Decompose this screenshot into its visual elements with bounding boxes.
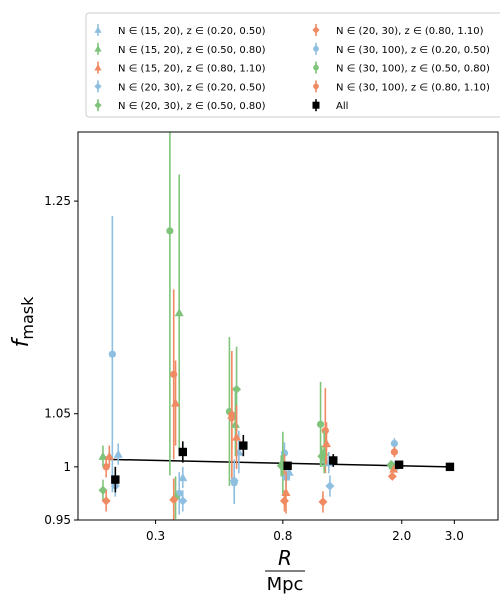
legend-marker xyxy=(313,45,319,52)
data-point xyxy=(98,485,108,495)
series-square-9 xyxy=(111,434,455,493)
y-tick-label: 1.25 xyxy=(44,194,71,208)
data-point xyxy=(232,384,242,394)
legend-marker xyxy=(94,45,102,52)
series-circle-0 xyxy=(108,215,398,515)
legend-item: N ∈ (15, 20), z ∈ (0.80, 1.10) xyxy=(94,61,266,75)
data-point xyxy=(387,471,397,481)
data-point xyxy=(279,496,289,506)
data-point xyxy=(325,481,335,491)
legend-marker xyxy=(313,64,319,71)
data-point xyxy=(104,451,114,460)
legend-item: N ∈ (30, 100), z ∈ (0.20, 0.50) xyxy=(313,42,490,56)
y-axis-label-main: f xyxy=(9,336,34,347)
legend-marker xyxy=(94,64,102,71)
data-point xyxy=(239,441,248,450)
x-tick-label: 2.0 xyxy=(392,529,411,543)
data-point xyxy=(113,449,123,458)
legend-item: All xyxy=(312,99,348,112)
legend-item: N ∈ (20, 30), z ∈ (0.80, 1.10) xyxy=(312,24,484,37)
data-point xyxy=(318,497,328,507)
series-diamond-4 xyxy=(98,346,396,519)
data-point xyxy=(316,420,325,428)
data-point xyxy=(321,438,331,448)
legend-marker xyxy=(312,101,320,109)
legend-item: N ∈ (30, 100), z ∈ (0.80, 1.10) xyxy=(313,80,490,93)
legend-marker xyxy=(94,101,102,109)
legend-marker xyxy=(94,26,102,33)
data-point xyxy=(166,227,174,235)
data-point xyxy=(178,496,188,506)
data-point xyxy=(169,495,179,505)
data-point xyxy=(102,463,110,471)
data-point xyxy=(390,439,398,448)
legend-label: N ∈ (15, 20), z ∈ (0.80, 1.10) xyxy=(118,64,266,75)
data-point xyxy=(283,461,292,470)
data-point xyxy=(171,398,181,407)
legend: N ∈ (15, 20), z ∈ (0.20, 0.50) N ∈ (15, 2… xyxy=(85,12,500,118)
data-point xyxy=(174,308,184,317)
x-tick-label: 3.0 xyxy=(445,529,464,543)
x-axis-label-unit: Mpc xyxy=(267,574,304,595)
series-tri-6 xyxy=(113,430,400,489)
data-point xyxy=(281,487,291,496)
data-point xyxy=(284,467,294,476)
y-axis-label-sub: mask xyxy=(18,296,37,340)
series-diamond-3 xyxy=(110,459,401,512)
plot-frame xyxy=(77,131,499,521)
data-point xyxy=(232,432,242,441)
legend-marker xyxy=(94,82,102,90)
legend-label: N ∈ (30, 100), z ∈ (0.20, 0.50) xyxy=(336,45,490,56)
x-tick-label: 0.3 xyxy=(146,529,165,543)
plot-inner xyxy=(98,132,455,520)
legend-label: N ∈ (15, 20), z ∈ (0.20, 0.50) xyxy=(118,26,266,37)
data-point xyxy=(394,460,404,469)
y-tick-label: 1 xyxy=(63,460,71,474)
data-point xyxy=(227,413,237,423)
legend-label: N ∈ (15, 20), z ∈ (0.50, 0.80) xyxy=(118,45,266,56)
data-point xyxy=(229,476,239,486)
legend-box xyxy=(85,12,500,118)
series-circle-2 xyxy=(102,289,398,479)
data-point xyxy=(321,427,329,435)
x-tick-label: 0.8 xyxy=(273,529,292,543)
legend-label: N ∈ (30, 100), z ∈ (0.50, 0.80) xyxy=(336,64,490,75)
data-point xyxy=(445,462,455,472)
legend-label: N ∈ (20, 30), z ∈ (0.20, 0.50) xyxy=(118,82,266,93)
data-point xyxy=(230,419,240,428)
y-tick-label: 0.95 xyxy=(44,513,71,527)
data-point xyxy=(390,448,398,456)
data-point xyxy=(329,456,338,465)
y-tick-label: 1.05 xyxy=(44,407,71,421)
legend-label: N ∈ (30, 100), z ∈ (0.80, 1.10) xyxy=(336,82,490,93)
legend-label: N ∈ (20, 30), z ∈ (0.50, 0.80) xyxy=(118,101,266,112)
legend-label: N ∈ (20, 30), z ∈ (0.80, 1.10) xyxy=(336,26,484,37)
data-point xyxy=(389,464,399,473)
data-point xyxy=(178,472,188,482)
legend-item: N ∈ (15, 20), z ∈ (0.20, 0.50) xyxy=(94,24,266,37)
data-point xyxy=(108,350,116,358)
legend-marker xyxy=(312,26,320,34)
data-point xyxy=(111,475,120,484)
legend-item: N ∈ (30, 100), z ∈ (0.50, 0.80) xyxy=(313,61,490,75)
series-diamond-5 xyxy=(101,386,397,520)
legend-item: N ∈ (20, 30), z ∈ (0.20, 0.50) xyxy=(94,80,266,93)
data-point xyxy=(98,451,108,460)
axes: 0.95 1 1.05 1.25 0.3 0.8 2.0 3.0 xyxy=(44,131,499,543)
legend-marker xyxy=(313,83,319,90)
legend-item: N ∈ (15, 20), z ∈ (0.50, 0.80) xyxy=(94,42,266,56)
y-axis-label: fmask xyxy=(9,296,37,347)
series-tri-8 xyxy=(104,360,399,514)
x-axis-label: R xyxy=(278,546,292,570)
plot-area xyxy=(98,132,455,520)
legend-label: All xyxy=(336,101,348,112)
legend-item: N ∈ (20, 30), z ∈ (0.50, 0.80) xyxy=(94,99,266,112)
series-tri-7 xyxy=(98,174,398,475)
data-point xyxy=(178,447,187,457)
data-point xyxy=(101,496,111,506)
